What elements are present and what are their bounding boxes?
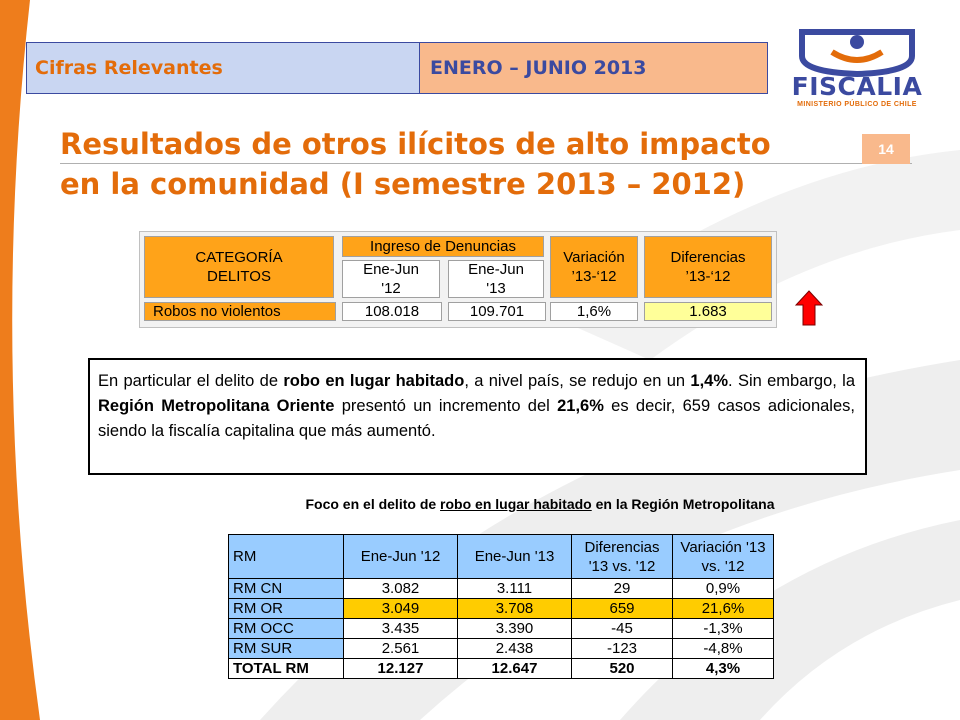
difference-header: Diferencias ’13-‘12: [644, 236, 772, 298]
col-2013-header: Ene-Jun '13: [448, 260, 544, 298]
region-cell: RM OR: [228, 598, 344, 619]
paragraph-text: . Sin embargo, la: [728, 372, 855, 390]
table-row: RM OCC 3.435 3.390 -45 -1,3%: [228, 618, 774, 639]
caption-underlined: robo en lugar habitado: [440, 496, 592, 512]
value-cell: 4,3%: [672, 658, 774, 679]
value-cell: 21,6%: [672, 598, 774, 619]
page-number-badge: 14: [862, 134, 910, 164]
paragraph-text: , a nivel país, se redujo en un: [464, 372, 691, 390]
period-label: ENERO – JUNIO 2013: [420, 42, 768, 94]
table-header-row: RM Ene-Jun '12 Ene-Jun '13 Diferencias '…: [228, 534, 774, 579]
page-title: Resultados de otros ilícitos de alto imp…: [60, 124, 860, 204]
logo-subtitle: MINISTERIO PÚBLICO DE CHILE: [797, 101, 917, 108]
paragraph-bold: 21,6%: [557, 397, 604, 415]
row-category: Robos no violentos: [144, 302, 336, 321]
table-caption: Foco en el delito de robo en lugar habit…: [220, 496, 860, 512]
paragraph-text: es decir, 659 casos adicionales, siendo …: [98, 397, 855, 440]
row-variation: 1,6%: [550, 302, 638, 321]
value-cell: 0,9%: [672, 578, 774, 599]
value-cell: -123: [571, 638, 673, 659]
value-cell: 520: [571, 658, 673, 679]
ingreso-header: Ingreso de Denuncias: [342, 236, 544, 257]
region-cell: TOTAL RM: [228, 658, 344, 679]
value-cell: 3.708: [457, 598, 572, 619]
table-total-row: TOTAL RM 12.127 12.647 520 4,3%: [228, 658, 774, 679]
variation-header: Variación ’13-‘12: [550, 236, 638, 298]
title-line-2: en la comunidad (I semestre 2013 – 2012): [60, 167, 746, 201]
paragraph-bold: robo en lugar habitado: [283, 372, 465, 390]
value-cell: 659: [571, 598, 673, 619]
region-cell: RM OCC: [228, 618, 344, 639]
logo-name: FISCALIA: [791, 72, 923, 101]
rm-table: RM Ene-Jun '12 Ene-Jun '13 Diferencias '…: [228, 534, 774, 679]
value-cell: 3.435: [343, 618, 458, 639]
summary-table: CATEGORÍA DELITOS Ingreso de Denuncias E…: [139, 231, 777, 328]
value-cell: -1,3%: [672, 618, 774, 639]
header-cell: Variación '13 vs. '12: [672, 534, 774, 579]
value-cell: -4,8%: [672, 638, 774, 659]
value-cell: 2.438: [457, 638, 572, 659]
row-value-2013: 109.701: [448, 302, 546, 321]
header-cell: RM: [228, 534, 344, 579]
value-cell: 12.127: [343, 658, 458, 679]
value-cell: -45: [571, 618, 673, 639]
fiscalia-logo-icon: [799, 29, 915, 78]
paragraph-bold: Región Metropolitana Oriente: [98, 397, 335, 415]
value-cell: 2.561: [343, 638, 458, 659]
title-divider: [60, 163, 912, 164]
paragraph-text: En particular el delito de: [98, 372, 284, 390]
caption-text: en la Región Metropolitana: [591, 496, 775, 512]
header-cell: Diferencias '13 vs. '12: [571, 534, 673, 579]
paragraph-text: presentó un incremento del: [334, 397, 558, 415]
region-cell: RM SUR: [228, 638, 344, 659]
table-row: RM SUR 2.561 2.438 -123 -4,8%: [228, 638, 774, 659]
paragraph-bold: 1,4%: [690, 372, 729, 390]
value-cell: 29: [571, 578, 673, 599]
value-cell: 3.111: [457, 578, 572, 599]
value-cell: 3.082: [343, 578, 458, 599]
col-2012-header: Ene-Jun '12: [342, 260, 440, 298]
table-row: RM CN 3.082 3.111 29 0,9%: [228, 578, 774, 599]
category-header: CATEGORÍA DELITOS: [144, 236, 334, 298]
value-cell: 3.390: [457, 618, 572, 639]
caption-text: Foco en el delito de: [305, 496, 441, 512]
row-difference: 1.683: [644, 302, 772, 321]
summary-paragraph: En particular el delito de robo en lugar…: [88, 358, 867, 475]
region-cell: RM CN: [228, 578, 344, 599]
table-row-highlighted: RM OR 3.049 3.708 659 21,6%: [228, 598, 774, 619]
title-line-1: Resultados de otros ilícitos de alto imp…: [60, 127, 771, 161]
up-arrow-icon: [795, 290, 823, 326]
row-value-2012: 108.018: [342, 302, 442, 321]
value-cell: 3.049: [343, 598, 458, 619]
section-label: Cifras Relevantes: [26, 42, 420, 94]
header-cell: Ene-Jun '13: [457, 534, 572, 579]
header-cell: Ene-Jun '12: [343, 534, 458, 579]
value-cell: 12.647: [457, 658, 572, 679]
